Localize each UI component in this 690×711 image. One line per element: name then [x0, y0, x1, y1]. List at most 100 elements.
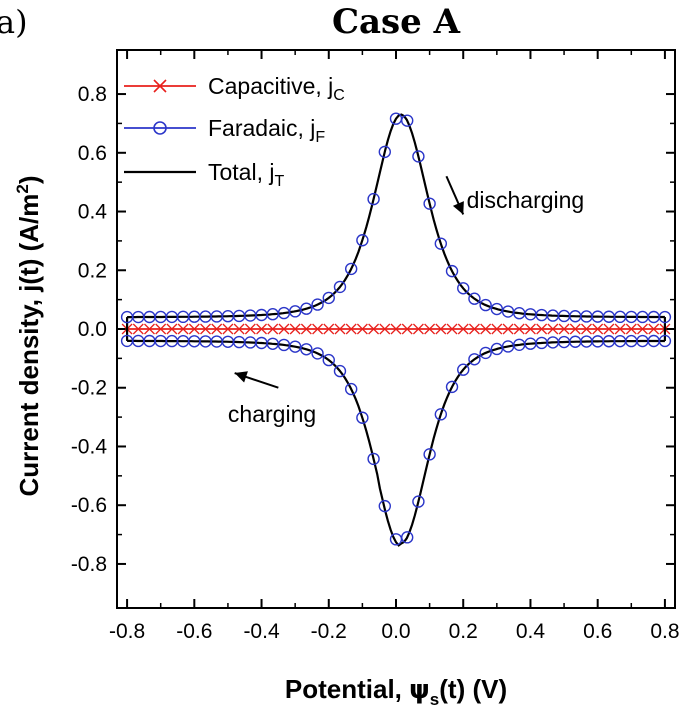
x-axis-label-symbol-sub: s — [430, 690, 439, 709]
annotation-arrow-head — [234, 371, 248, 383]
series-faradaic-point — [367, 192, 380, 206]
y-tick-label: 0.8 — [78, 83, 107, 106]
y-tick-label: -0.8 — [71, 553, 107, 576]
y-axis-label: Current density, j(t) (A/m2) — [13, 176, 44, 497]
series-capacitive-point — [244, 323, 256, 335]
x-tick-label: 0.4 — [516, 620, 546, 643]
series-capacitive-point — [278, 323, 290, 335]
legend-entry-label: Capacitive, jC — [208, 73, 345, 104]
series-capacitive-point — [412, 323, 424, 335]
x-tick-label: -0.8 — [109, 620, 145, 643]
series-faradaic-point — [401, 114, 414, 127]
series-capacitive-point — [581, 323, 592, 335]
series-capacitive-point — [592, 323, 604, 335]
series-capacitive-point — [480, 323, 492, 335]
series-faradaic-point — [445, 380, 459, 394]
series-capacitive-point — [379, 323, 391, 335]
legend-entry-name: Capacitive, j — [208, 73, 333, 99]
series-capacitive-point — [502, 323, 514, 335]
series-capacitive-point — [233, 323, 245, 335]
series-faradaic-point — [356, 411, 369, 424]
series-faradaic-point — [468, 292, 481, 305]
y-tick-label: 0.6 — [78, 142, 107, 165]
x-tick-label: -0.4 — [243, 620, 280, 643]
series-faradaic-point — [490, 302, 504, 316]
series-capacitive-point — [513, 323, 525, 335]
series-faradaic-point — [344, 382, 358, 396]
series-capacitive-point — [222, 323, 234, 335]
y-axis-label-sup: 2 — [13, 184, 32, 193]
plot-area: -0.8 -0.6 -0.4 -0.2 0.0 0.2 0.4 0.6 0.8 -0.8 -0.6 -… — [71, 49, 680, 643]
series-capacitive-point — [267, 323, 279, 335]
annotation-arrow-head — [452, 201, 464, 215]
series-capacitive-point — [132, 323, 144, 335]
series-faradaic-point — [288, 305, 302, 318]
y-tick-label: 0.4 — [78, 201, 108, 224]
series-capacitive-point — [200, 323, 211, 335]
series-capacitive-point — [491, 323, 503, 335]
series-faradaic-point — [333, 280, 347, 294]
series-faradaic-point — [378, 145, 391, 159]
x-tick-label: 0.0 — [381, 620, 410, 643]
series-faradaic-point — [434, 237, 448, 250]
y-tick-label: 0.0 — [78, 318, 107, 341]
series-capacitive-point — [256, 323, 268, 335]
series-total-upper-line — [127, 113, 665, 319]
y-axis-label-tail: ) — [14, 176, 44, 185]
series-faradaic-point — [311, 347, 324, 360]
series-capacitive-point — [648, 323, 660, 335]
x-tick-label: 0.8 — [650, 620, 679, 643]
legend-entry-name: Faradaic, j — [208, 115, 315, 141]
legend-entry-label: Faradaic, jF — [208, 115, 325, 146]
series-capacitive-point — [300, 323, 312, 335]
series-capacitive-point — [625, 323, 637, 335]
series-faradaic-point — [311, 298, 324, 311]
x-axis-label-symbol: ψ — [409, 675, 430, 705]
x-tick-label: 0.6 — [583, 620, 612, 643]
series-capacitive-point — [468, 323, 480, 335]
series-faradaic-point — [412, 150, 425, 163]
series-capacitive-point — [334, 323, 346, 335]
series-capacitive-point — [536, 323, 548, 335]
series-capacitive-point — [558, 323, 570, 335]
series-capacitive-point — [547, 323, 559, 335]
series-capacitive-point — [446, 323, 458, 335]
y-tick-label: -0.2 — [71, 377, 107, 400]
series-capacitive-point — [569, 323, 581, 335]
series-faradaic-lower-line — [127, 340, 665, 547]
series-capacitive-point — [211, 323, 223, 335]
series-capacitive-point — [368, 323, 380, 335]
series-faradaic-point — [300, 302, 313, 315]
series-faradaic-point — [288, 340, 302, 353]
series-capacitive-point — [401, 323, 413, 335]
series-faradaic-point — [401, 531, 414, 544]
series-total-lower-line — [127, 339, 665, 547]
annotation-label: discharging — [467, 187, 585, 213]
legend-entry-sub: T — [274, 173, 284, 190]
series-faradaic-point — [356, 234, 369, 247]
series-faradaic-point — [490, 342, 504, 356]
series-faradaic-point — [658, 310, 672, 324]
legend-marker-circle — [153, 121, 167, 135]
x-tick-label: -0.6 — [176, 620, 212, 643]
legend-entry-name: Total, j — [208, 159, 274, 185]
panel-label: a) — [0, 3, 28, 41]
legend-marker-x — [153, 79, 167, 93]
series-faradaic-point — [479, 298, 492, 312]
series-capacitive-point — [289, 323, 301, 335]
series-faradaic-point — [333, 364, 347, 378]
series-capacitive-point — [603, 323, 615, 335]
legend-entry-sub: F — [315, 129, 325, 146]
x-axis-label: Potential, ψs(t) (V) — [285, 674, 507, 709]
series-faradaic-point — [658, 334, 672, 348]
series-capacitive-point — [166, 323, 178, 335]
x-axis-label-tail: (t) (V) — [439, 674, 507, 704]
y-axis-label-main: Current density, j(t) (A/m — [14, 194, 44, 497]
series-faradaic-point — [378, 499, 391, 513]
series-faradaic-point — [423, 448, 436, 461]
x-tick-label: -0.2 — [311, 620, 347, 643]
series-faradaic-point — [468, 353, 481, 366]
series-capacitive-point — [435, 323, 447, 335]
series-capacitive-point — [390, 323, 402, 335]
